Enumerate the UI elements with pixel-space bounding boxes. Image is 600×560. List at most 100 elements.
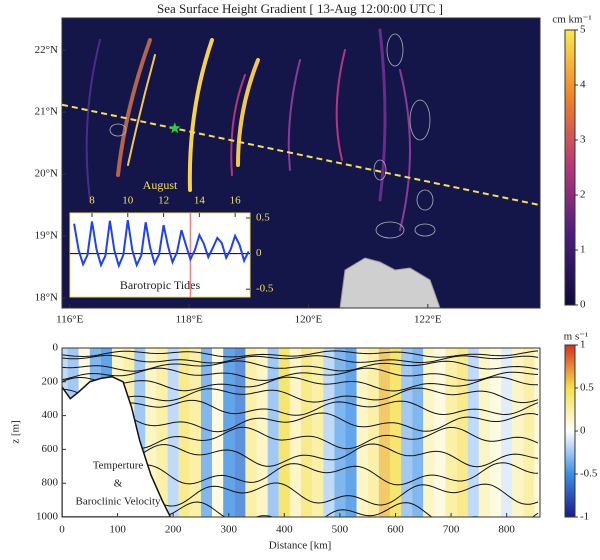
colorbar-tick-label: 0.5	[580, 382, 594, 394]
section-colorbar	[564, 344, 576, 518]
y-tick-label: 20°N	[35, 168, 58, 180]
y-tick-label: 800	[42, 477, 59, 489]
inset-x-tick-label: 14	[194, 195, 206, 207]
x-tick-label: 400	[276, 524, 293, 536]
station	[169, 122, 181, 134]
tide-line	[73, 219, 250, 269]
velocity-column	[534, 348, 540, 517]
colorbar-tick-label: 1	[580, 339, 586, 351]
isotherm	[62, 376, 538, 392]
colorbar-tick-label: 0	[580, 425, 586, 437]
y-tick-label: 0	[53, 342, 59, 354]
colorbar-tick-label: 4	[580, 79, 586, 91]
x-tick-label: 800	[498, 524, 515, 536]
section-xlabel: Distance [km]	[269, 540, 332, 552]
inset-frame	[69, 212, 251, 298]
velocity-column	[223, 348, 235, 517]
velocity-column	[445, 348, 457, 517]
inset-x-tick-label: 8	[89, 195, 95, 207]
y-tick-label: 400	[42, 409, 59, 421]
map-frame	[61, 17, 541, 309]
velocity-column	[401, 348, 413, 517]
colorbar-tick-label: 1	[580, 244, 586, 256]
y-tick-label: 19°N	[35, 230, 58, 242]
section-annotation: Baroclinic Velocity	[75, 496, 161, 508]
colorbar-tick-label: 5	[580, 24, 586, 36]
velocity-column	[178, 348, 190, 517]
velocity-column	[345, 348, 357, 517]
velocity-column	[212, 348, 224, 517]
colorbar-tick-label: -1	[580, 511, 589, 523]
section-ylabel: z [m]	[10, 420, 22, 444]
velocity-column	[389, 348, 402, 517]
velocity-column	[189, 348, 201, 517]
x-tick-label: 600	[387, 524, 404, 536]
x-tick-label: 500	[332, 524, 349, 536]
inset-x-tick-label: 16	[230, 195, 242, 207]
velocity-column	[278, 348, 290, 517]
x-tick-label: 100	[109, 524, 126, 536]
y-tick-label: 600	[42, 443, 59, 455]
velocity-column	[356, 348, 368, 517]
transect	[61, 103, 541, 207]
inset-y-tick-label: 0	[256, 247, 262, 259]
velocity-column	[367, 348, 379, 517]
velocity-column	[456, 348, 468, 517]
bathymetry	[62, 375, 172, 517]
y-tick-label: 22°N	[35, 44, 58, 56]
colorbar-tick-label: 2	[580, 189, 586, 201]
velocity-column	[256, 348, 268, 517]
velocity-column	[245, 348, 257, 517]
velocity-column	[423, 348, 435, 517]
x-tick-label: 300	[220, 524, 237, 536]
inset-y-tick-label: 0.5	[256, 212, 270, 224]
map-title: Sea Surface Height Gradient [ 13-Aug 12:…	[157, 1, 443, 16]
velocity-column	[145, 348, 157, 517]
velocity-column	[200, 348, 213, 517]
velocity-column	[234, 348, 246, 517]
velocity-column	[312, 348, 324, 517]
velocity-column	[301, 348, 313, 517]
velocity-column	[478, 348, 490, 517]
x-tick-label: 120°E	[295, 314, 323, 326]
x-tick-label: 118°E	[175, 314, 202, 326]
velocity-column	[134, 348, 146, 517]
inset-xlabel: August	[143, 178, 178, 192]
x-tick-label: 116°E	[56, 314, 83, 326]
colorbar-tick-label: -0.5	[580, 468, 598, 480]
velocity-column	[334, 348, 346, 517]
section-colorbar-label: m s⁻¹	[564, 331, 589, 343]
colorbar-tick-label: 3	[580, 134, 586, 146]
section-annotation: Temperture	[93, 460, 144, 472]
velocity-column	[467, 348, 479, 517]
y-tick-label: 1000	[36, 511, 59, 523]
velocity-column	[378, 348, 390, 517]
x-tick-label: 0	[59, 524, 65, 536]
isotherm	[62, 399, 539, 417]
wave-fronts	[85, 28, 411, 231]
colorbar-tick-label: 0	[580, 299, 586, 311]
isotherm	[62, 360, 539, 372]
inset-x-tick-label: 12	[158, 195, 169, 207]
velocity-column	[412, 348, 424, 517]
velocity-column	[489, 348, 502, 517]
velocity-column	[512, 348, 524, 517]
section-annotation: &	[114, 478, 123, 490]
y-tick-label: 21°N	[35, 106, 58, 118]
velocity-column	[323, 348, 335, 517]
isotherm	[62, 387, 539, 404]
land	[339, 257, 441, 308]
velocity-column	[289, 348, 301, 517]
map-colorbar	[564, 29, 576, 306]
isotherm	[62, 412, 539, 433]
velocity-column	[523, 348, 535, 517]
velocity-column	[501, 348, 513, 517]
inset-y-tick-label: -0.5	[256, 283, 274, 295]
section-frame	[61, 347, 541, 518]
map-colorbar-label: cm km⁻¹	[552, 14, 591, 26]
island-contours	[109, 33, 436, 239]
velocity-column	[167, 348, 179, 517]
y-tick-label: 200	[42, 375, 59, 387]
inset-title: Barotropic Tides	[120, 278, 201, 292]
